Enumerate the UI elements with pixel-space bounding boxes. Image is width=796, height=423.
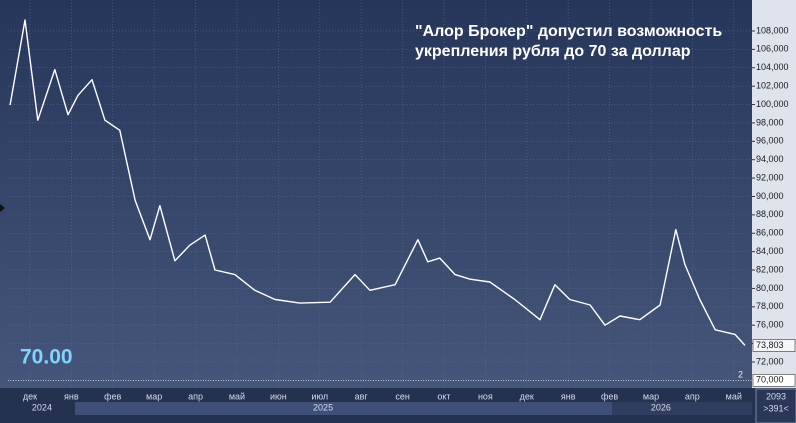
- x-tick-label: фев: [104, 391, 121, 401]
- x-tick-label: мар: [146, 391, 162, 401]
- chart-title: "Алор Брокер" допустил возможность: [415, 23, 722, 40]
- y-tick-label: 94,000: [756, 154, 784, 164]
- x-tick-label: ноя: [478, 391, 493, 401]
- y-tick-label: 78,000: [756, 301, 784, 311]
- y-tick-label: 104,000: [756, 62, 789, 72]
- ref-label-box: [752, 374, 796, 387]
- left-marker: [0, 204, 5, 212]
- y-tick-label: 82,000: [756, 264, 784, 274]
- y-tick-label: 72,000: [756, 356, 784, 366]
- y-tick-label: 102,000: [756, 81, 789, 91]
- y-tick-label: 86,000: [756, 228, 784, 238]
- y-tick-label: 106,000: [756, 44, 789, 54]
- x-tick-label: мар: [643, 391, 659, 401]
- x-tick-label: дек: [23, 391, 37, 401]
- scrollbar-thumb[interactable]: [612, 402, 752, 415]
- last-value-label: 73,803: [756, 340, 784, 350]
- x-tick-label: июл: [311, 391, 328, 401]
- y-tick-label: 90,000: [756, 191, 784, 201]
- x-tick-label: авг: [355, 391, 369, 401]
- x-tick-label: июн: [270, 391, 287, 401]
- y-tick-label: 100,000: [756, 99, 789, 109]
- x-tick-label: апр: [685, 391, 700, 401]
- scrollbar: [75, 402, 612, 415]
- x-tick-label: май: [726, 391, 742, 401]
- y-tick-label: 108,000: [756, 25, 789, 35]
- corner-info: >391<: [763, 403, 789, 413]
- chart-title: укрепления рубля до 70 за доллар: [415, 43, 691, 60]
- x-tick-label: дек: [520, 391, 534, 401]
- x-tick-label: окт: [437, 391, 450, 401]
- plot-background: [0, 0, 752, 388]
- y-tick-label: 84,000: [756, 246, 784, 256]
- x-tick-label: апр: [188, 391, 203, 401]
- year-label: 2026: [651, 402, 671, 412]
- ref-label: 70,000: [756, 375, 784, 385]
- ref-marker: 2: [738, 370, 743, 380]
- x-tick-label: янв: [64, 391, 79, 401]
- y-tick-label: 76,000: [756, 320, 784, 330]
- year-label: 2024: [32, 402, 52, 412]
- y-tick-label: 88,000: [756, 209, 784, 219]
- x-tick-label: фев: [601, 391, 618, 401]
- last-value-box: [752, 339, 796, 352]
- y-axis-panel: [752, 0, 796, 388]
- price-line: [9, 19, 746, 346]
- y-tick-label: 96,000: [756, 136, 784, 146]
- y-tick-label: 92,000: [756, 172, 784, 182]
- y-tick-label: 98,000: [756, 117, 784, 127]
- corner-box: [755, 388, 796, 423]
- x-tick-label: май: [229, 391, 245, 401]
- x-tick-label: янв: [561, 391, 576, 401]
- year-label: 2025: [313, 402, 333, 412]
- big-label: 70.00: [20, 346, 73, 369]
- x-tick-label: сен: [395, 391, 410, 401]
- corner-info: 2093: [766, 391, 786, 401]
- y-tick-label: 80,000: [756, 283, 784, 293]
